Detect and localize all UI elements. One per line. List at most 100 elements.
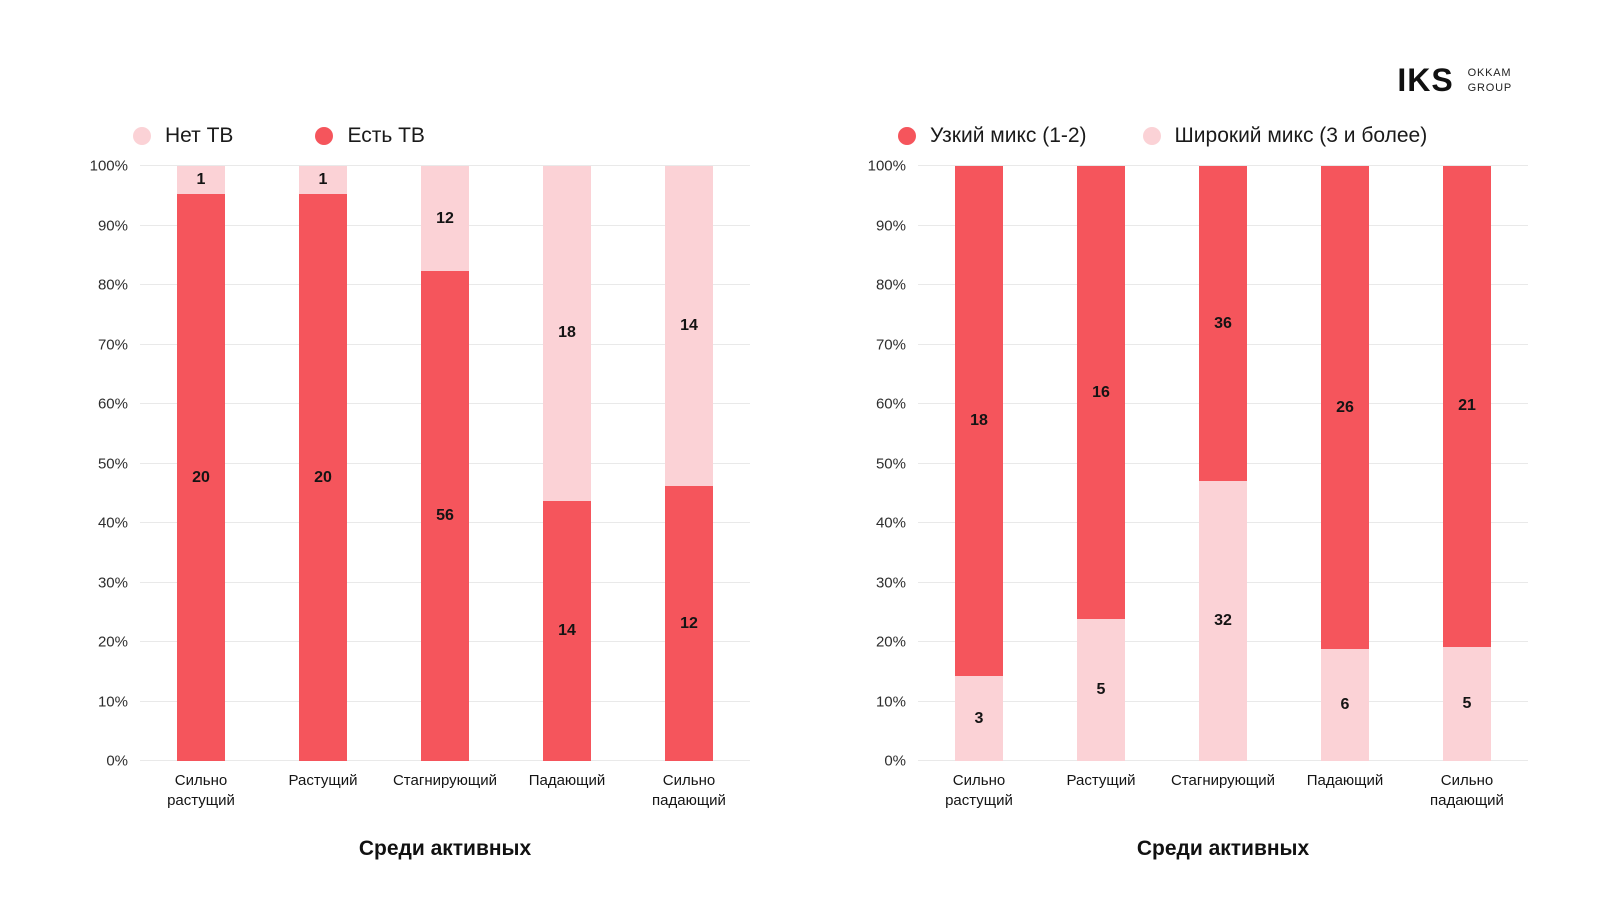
x-axis-category-label: Растущий [288, 772, 358, 789]
bar-value-label: 36 [1214, 314, 1232, 332]
legend-label: Нет ТВ [165, 124, 234, 147]
bar-segment-pink: 14 [665, 166, 713, 487]
stacked-bar: 14 18 [543, 166, 591, 761]
bar-segment-red: 18 [955, 166, 1003, 676]
y-axis-tick-label: 20% [875, 633, 906, 651]
bar-segment-red: 12 [665, 486, 713, 761]
stacked-bar: 6 26 [1321, 166, 1369, 761]
y-axis-tick-label: 0% [106, 752, 128, 770]
bar-value-label: 12 [436, 209, 454, 227]
stacked-bar: 5 21 [1443, 166, 1491, 761]
bar-value-label: 26 [1336, 398, 1354, 416]
x-axis-category-label: Сильно падающий [652, 772, 726, 810]
y-axis-tick-label: 40% [875, 514, 906, 532]
bar-value-label: 18 [558, 324, 576, 342]
y-axis-tick-label: 70% [875, 336, 906, 353]
legend-item: Широкий микс (3 и более) [1142, 124, 1428, 148]
x-axis-category-label: Падающий [528, 772, 606, 789]
y-axis-tick-label: 80% [875, 276, 906, 294]
legend-dot [133, 127, 151, 145]
okkam-group-line2: GROUP [1467, 81, 1512, 94]
bar-segment-pink: 32 [1199, 481, 1247, 761]
y-axis-tick-label: 0% [884, 752, 906, 770]
x-axis-category-label: Сильно падающий [1430, 772, 1504, 810]
bar-value-label: 12 [680, 614, 698, 632]
legend-item: Нет ТВ [133, 124, 233, 148]
bar-segment-red: 16 [1077, 166, 1125, 620]
bar-segment-pink: 12 [421, 166, 469, 271]
stacked-bar: 20 1 [177, 166, 225, 761]
bar-segment-pink: 18 [543, 166, 591, 501]
bar-segment-red: 20 [177, 194, 225, 761]
y-axis-tick-label: 40% [97, 514, 128, 532]
gridline [140, 165, 750, 166]
bar-segment-pink: 6 [1321, 649, 1369, 761]
okkam-group-text: OKKAM GROUP [1468, 66, 1512, 96]
bar-value-label: 14 [558, 621, 576, 639]
legend-item: Узкий микс (1-2) [898, 124, 1087, 148]
bar-value-label: 21 [1458, 397, 1476, 415]
stacked-bar: 32 36 [1199, 166, 1247, 761]
legend-dot [1142, 127, 1161, 145]
bar-segment-pink: 5 [1077, 619, 1125, 761]
y-axis-tick-label: 10% [97, 693, 128, 710]
plot-area: 0% 10% 20% 30% 40% 50% 60% 70% 80% 90% 100% 20 1 20 1 5… [90, 158, 750, 770]
bar-segment-red: 20 [299, 194, 347, 761]
bar-segment-red: 14 [543, 500, 591, 761]
x-axis-title: Среди активных [358, 837, 532, 860]
plot-area: 0% 10% 20% 30% 40% 50% 60% 70% 80% 90% 100% 3 18 5 16 3… [868, 158, 1528, 770]
x-axis-category-label: Падающий [1306, 772, 1384, 789]
okkam-logo: IKS OKKAM GROUP [1397, 62, 1512, 99]
bar-segment-red: 56 [421, 271, 469, 761]
y-axis-tick-label: 60% [97, 395, 128, 413]
bar-value-label: 16 [1092, 383, 1110, 401]
y-axis-tick-label: 60% [875, 395, 906, 413]
bar-segment-pink: 1 [299, 166, 347, 195]
x-axis-category-label: Растущий [1066, 772, 1136, 789]
y-axis-tick-label: 20% [97, 633, 128, 651]
stacked-bar: 12 14 [665, 166, 713, 761]
bar-segment-pink: 3 [955, 676, 1003, 761]
x-axis-category-label: Сильно растущий [945, 772, 1013, 810]
bar-value-label: 6 [1340, 696, 1350, 714]
bar-segment-red: 26 [1321, 166, 1369, 650]
bar-value-label: 32 [1214, 612, 1232, 629]
stacked-bar: 20 1 [299, 166, 347, 761]
bar-segment-red: 21 [1443, 166, 1491, 647]
y-axis-tick-label: 10% [875, 693, 906, 710]
bar-value-label: 56 [436, 507, 454, 524]
legend-label: Узкий микс (1-2) [930, 124, 1087, 147]
y-axis-tick-label: 90% [97, 217, 128, 234]
x-axis-category-label: Сильно растущий [167, 772, 235, 810]
iks-logo-text: IKS [1397, 62, 1454, 98]
legend-label: Широкий микс (3 и более) [1174, 124, 1428, 147]
y-axis-tick-label: 70% [97, 336, 128, 353]
bar-value-label: 20 [314, 468, 332, 486]
chart-tv-presence: Нет ТВ Есть ТВ 0% 10% 20% 30% 40% 50% 60% 70% 80%… [78, 118, 750, 861]
bar-value-label: 1 [318, 171, 328, 189]
bar-value-label: 3 [974, 709, 984, 727]
legend-item: Есть ТВ [315, 124, 425, 148]
bar-value-label: 5 [1462, 694, 1472, 712]
y-axis-tick-label: 50% [97, 455, 128, 472]
stacked-bar: 3 18 [955, 166, 1003, 761]
legend-label: Есть ТВ [347, 124, 425, 147]
y-axis-tick-label: 30% [875, 574, 906, 591]
x-axis-labels: Сильно растущий Растущий Стагнирующий Падаю… [918, 771, 1528, 813]
x-axis-labels: Сильно растущий Растущий Стагнирующий Падаю… [140, 771, 750, 813]
x-axis-category-label: Стагнирующий [1170, 772, 1276, 789]
legend: Узкий микс (1-2) Широкий микс (3 и более) [856, 118, 1528, 154]
y-axis-tick-label: 100% [867, 157, 906, 175]
x-axis-title: Среди активных [1136, 837, 1310, 860]
bar-value-label: 18 [970, 412, 988, 429]
legend-dot [898, 127, 916, 145]
legend: Нет ТВ Есть ТВ [78, 118, 750, 154]
bar-value-label: 5 [1096, 681, 1106, 699]
x-axis-category-label: Стагнирующий [392, 772, 498, 789]
bar-value-label: 20 [192, 468, 210, 486]
y-axis-tick-label: 90% [875, 217, 906, 234]
bars-group: 20 1 20 1 56 12 14 18 12 14 [140, 166, 750, 761]
bar-segment-pink: 5 [1443, 646, 1491, 761]
gridline [918, 165, 1528, 166]
bars-group: 3 18 5 16 32 36 6 26 5 21 [918, 166, 1528, 761]
